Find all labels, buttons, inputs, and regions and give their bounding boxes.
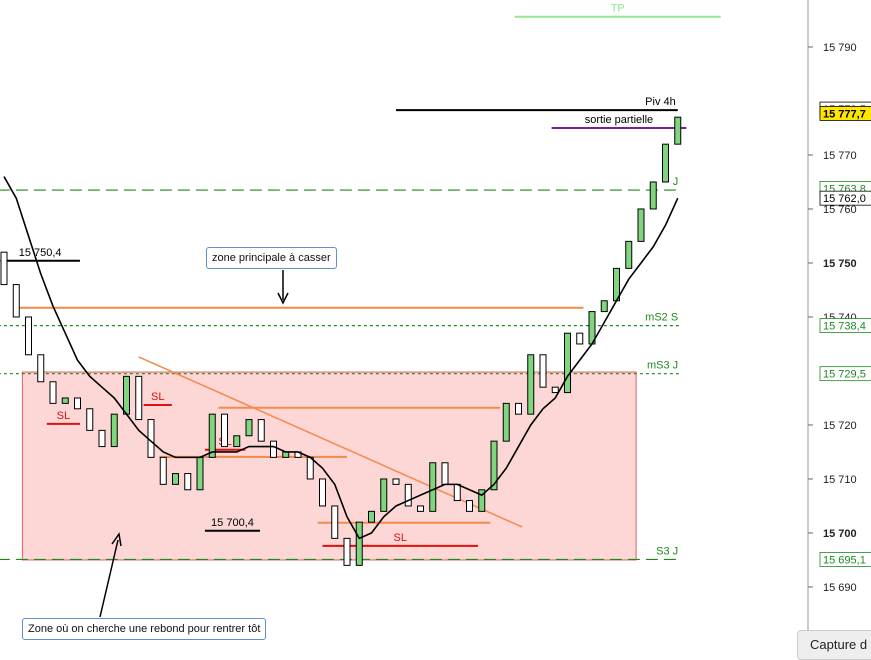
candle-body: [37, 354, 45, 383]
candle-body: [25, 316, 32, 356]
candle-body: [98, 429, 106, 448]
candle-body: [49, 381, 57, 404]
candle-body: [380, 478, 388, 512]
level-label: SL: [394, 532, 407, 544]
candle-body: [478, 489, 486, 512]
candle-body: [196, 456, 204, 491]
candle-body: [453, 483, 461, 502]
y-tick-label: 15 700: [823, 528, 857, 540]
candle-body: [404, 483, 412, 507]
candle-body: [135, 375, 143, 421]
price-label-box: [819, 105, 871, 121]
candle-body: [674, 116, 682, 145]
candle-body: [662, 143, 669, 183]
candle-body: [245, 419, 253, 437]
candle-body: [343, 537, 351, 566]
candle-body: [270, 440, 277, 458]
candle-body: [74, 397, 81, 410]
price-label-box: [819, 190, 871, 206]
price-label: 15 777,7: [823, 108, 866, 120]
level-label: Piv 4h: [645, 96, 676, 108]
candle-body: [221, 413, 228, 448]
arrow: [277, 270, 289, 305]
price-label-box: [819, 366, 871, 382]
annotation-box: zone principale à casser: [206, 247, 337, 269]
level-label: J: [673, 176, 679, 188]
level-label: sortie partielle: [585, 114, 653, 126]
y-tick-label: 15 760: [823, 204, 857, 216]
candle-body: [319, 478, 326, 507]
y-tick-label: 15 720: [823, 420, 857, 432]
candle-body: [551, 386, 559, 394]
y-tick-label: 15 790: [823, 42, 857, 54]
price-label: 15 738,4: [823, 321, 866, 333]
candle-body: [600, 300, 608, 313]
candle-body: [159, 456, 167, 485]
candle-body: [172, 473, 179, 485]
price-label: 15 762,0: [823, 193, 866, 205]
candle-body: [576, 332, 584, 345]
candle-body: [649, 181, 657, 210]
price-label-box: [819, 552, 871, 567]
candle-body: [368, 510, 375, 523]
price-label-box: [819, 318, 871, 334]
candle-body: [110, 413, 118, 448]
zone: [21, 371, 637, 561]
candle-body: [208, 413, 216, 458]
annotation-box: Zone où on cherche une rebond pour rentr…: [22, 618, 267, 640]
candle-body: [123, 375, 130, 415]
candle-body: [86, 408, 94, 431]
level-label: 15 700,4: [211, 517, 254, 529]
candle-body: [184, 473, 192, 491]
candle-body: [515, 402, 522, 415]
capture-button[interactable]: Capture d: [797, 630, 871, 660]
price-label: 15 729,5: [823, 369, 866, 381]
level-label: 15 750,4: [19, 247, 62, 259]
candle-body: [331, 505, 339, 539]
price-label: 15 695,1: [823, 554, 866, 566]
candle-body: [637, 208, 645, 242]
level-label: mS2 S: [645, 312, 678, 324]
candle-body: [233, 435, 241, 448]
candle-body: [527, 354, 535, 415]
candle-body: [392, 478, 400, 485]
candle-body: [502, 402, 510, 442]
candle-body: [306, 456, 314, 480]
candle-body: [12, 284, 20, 318]
candle-body: [355, 521, 363, 566]
candle-body: [539, 354, 547, 388]
moving-average: [3, 176, 679, 540]
candle-body: [625, 240, 633, 269]
candle-body: [417, 505, 424, 512]
candle-body: [61, 397, 69, 404]
y-tick-label: 15 770: [823, 150, 857, 162]
level-label: SL: [57, 410, 70, 422]
arrow: [99, 532, 122, 618]
candle-body: [441, 462, 449, 485]
y-tick-label: 15 750: [823, 258, 857, 270]
y-tick-label: 15 690: [823, 582, 857, 594]
candle-body: [466, 500, 473, 512]
candle-body: [0, 251, 8, 286]
y-tick-label: 15 710: [823, 474, 857, 486]
level-label: S3 J: [656, 545, 678, 557]
candle-body: [564, 332, 571, 394]
candle-body: [429, 462, 437, 512]
level-label: mS3 J: [647, 360, 678, 372]
candle-body: [490, 440, 498, 491]
level-label: SL: [151, 391, 164, 403]
candle-body: [282, 451, 290, 458]
candle-body: [257, 419, 265, 442]
level-label: TP: [611, 3, 625, 15]
